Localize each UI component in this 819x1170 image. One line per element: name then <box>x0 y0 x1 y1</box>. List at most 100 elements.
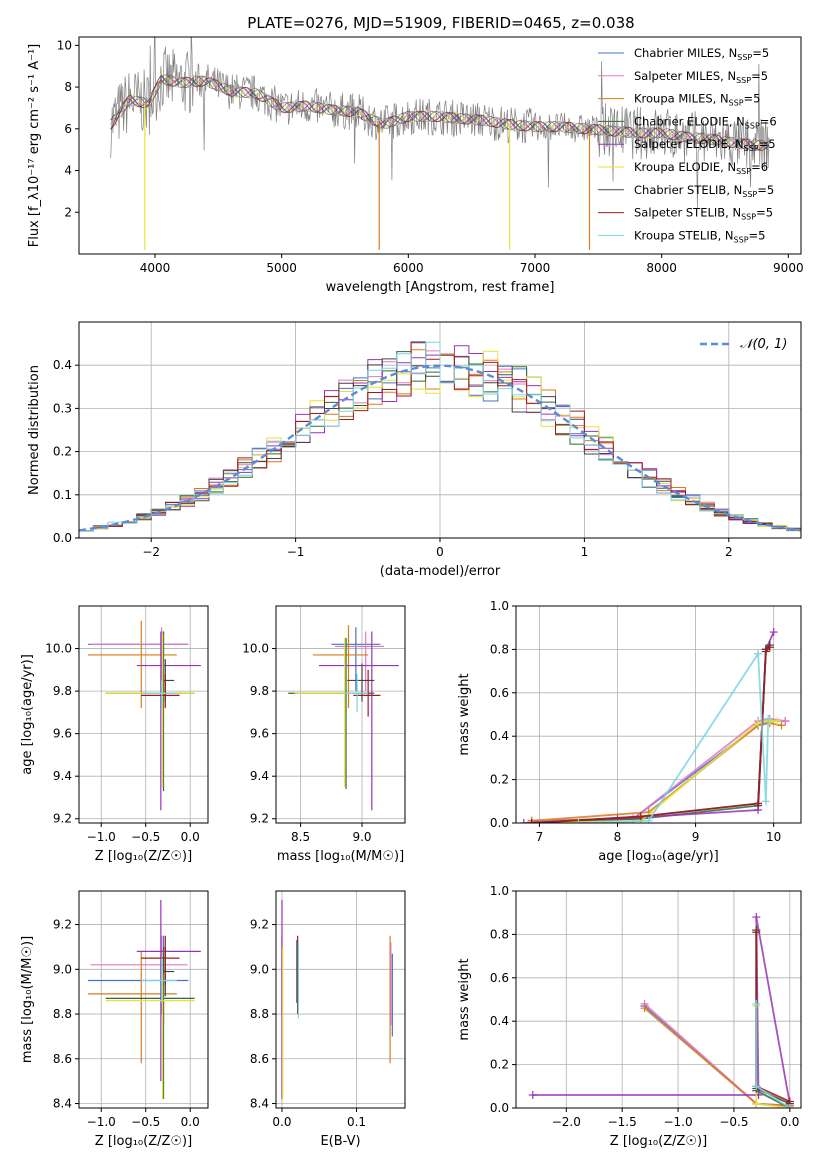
y-tick-label: 0.8 <box>490 927 509 941</box>
chart-massweight_vs_age: 7 8 9 10 0.0 0.2 0.4 0.6 0.8 1.0 age [log₁₀(age/yr… <box>457 599 802 864</box>
y-axis-label: Normed distribution <box>27 365 42 495</box>
y-tick-label: 8.8 <box>53 1007 72 1021</box>
x-tick-label: 0.0 <box>780 1115 799 1129</box>
y-tick-label: 0.8 <box>490 642 509 656</box>
plot-area <box>87 620 201 811</box>
x-tick-label: 9 <box>692 830 700 844</box>
x-axis-label: age [log₁₀(age/yr)] <box>598 849 719 864</box>
y-tick-label: 0.4 <box>53 358 72 372</box>
x-tick-label: −1.0 <box>87 830 116 844</box>
weight-marker <box>765 643 774 652</box>
model-line <box>110 74 770 151</box>
x-tick-label: 1 <box>581 545 589 559</box>
weight-marker <box>754 799 763 808</box>
x-axis-label: Z [log₁₀(Z/Z☉)] <box>95 849 192 864</box>
chart-residuals: −2 −1 0 1 2 0.0 0.1 0.2 0.3 0.4 (data-model)/error… <box>27 321 802 579</box>
y-tick-label: 8 <box>64 80 72 94</box>
axes-frame <box>275 890 406 1109</box>
axes-frame <box>515 890 802 1109</box>
y-tick-label: 9.0 <box>250 962 269 976</box>
y-axis-label: age [log₁₀(age/yr)] <box>20 654 35 775</box>
plot-area <box>87 899 201 1100</box>
y-tick-label: 9.8 <box>250 684 269 698</box>
model-line <box>110 74 770 152</box>
y-tick-label: 8.4 <box>53 1097 72 1111</box>
x-tick-label: 9.0 <box>352 830 371 844</box>
weight-line <box>523 631 775 823</box>
y-tick-label: 0.1 <box>53 488 72 502</box>
y-tick-label: 9.4 <box>53 769 72 783</box>
axes-frame <box>78 36 802 255</box>
model-line <box>110 75 770 151</box>
x-tick-label: 2 <box>725 545 733 559</box>
x-tick-label: 7000 <box>520 261 551 275</box>
weight-marker <box>752 999 761 1008</box>
x-tick-label: 0.0 <box>272 1115 291 1129</box>
y-tick-label: 4 <box>64 164 72 178</box>
weight-marker <box>752 1082 761 1091</box>
y-tick-label: 9.2 <box>250 812 269 826</box>
weight-marker <box>761 797 770 806</box>
x-tick-label: 9000 <box>773 261 804 275</box>
y-tick-label: 9.6 <box>250 727 269 741</box>
weight-marker <box>574 819 583 823</box>
legend-entry: Kroupa MILES, NSSP=5 <box>634 92 760 108</box>
legend-entry: Chabrier STELIB, NSSP=5 <box>634 183 774 199</box>
legend-entry: Kroupa STELIB, NSSP=5 <box>634 228 765 244</box>
x-tick-label: 6000 <box>393 261 424 275</box>
x-tick-label: 5000 <box>266 261 297 275</box>
axes-frame <box>78 890 209 1109</box>
weight-marker <box>528 1090 537 1099</box>
y-axis-label: mass [log₁₀(M/M☉)] <box>20 936 35 1063</box>
y-tick-label: 0.2 <box>490 773 509 787</box>
x-axis-label: mass [log₁₀(M/M☉)] <box>277 849 404 864</box>
plot-area <box>288 625 399 811</box>
x-tick-label: 0 <box>436 545 444 559</box>
x-tick-label: 0.0 <box>181 830 200 844</box>
x-tick-label: −1 <box>287 545 305 559</box>
y-tick-label: 0.2 <box>53 445 72 459</box>
normal-curve <box>79 364 801 532</box>
model-line <box>110 77 770 151</box>
x-axis-label: wavelength [Angstrom, rest frame] <box>326 280 555 295</box>
axes-frame <box>275 605 406 824</box>
weight-marker <box>640 1004 649 1013</box>
legend-entry: Salpeter ELODIE, NSSP=5 <box>634 137 776 153</box>
y-axis-label: mass weight <box>457 958 472 1040</box>
y-tick-label: 1.0 <box>490 599 509 613</box>
x-tick-label: −1.5 <box>608 1115 637 1129</box>
x-tick-label: −0.5 <box>131 830 160 844</box>
plot-area <box>110 37 770 250</box>
legend-entry: Chabrier ELODIE, NSSP=6 <box>634 114 777 130</box>
weight-line <box>531 644 771 823</box>
y-tick-label: 9.0 <box>53 962 72 976</box>
y-tick-label: 9.4 <box>250 769 269 783</box>
y-tick-label: 1.0 <box>490 884 509 898</box>
y-tick-label: 10 <box>57 38 72 52</box>
x-tick-label: −2.0 <box>552 1115 581 1129</box>
y-tick-label: 0.4 <box>490 729 509 743</box>
y-tick-label: 8.6 <box>250 1052 269 1066</box>
y-axis-label: Flux [f_λ10⁻¹⁷ erg cm⁻² s⁻¹ A⁻¹] <box>27 44 42 248</box>
weight-marker <box>769 628 778 637</box>
weight-marker <box>754 649 763 658</box>
y-tick-label: 2 <box>64 205 72 219</box>
x-tick-label: 8000 <box>646 261 677 275</box>
y-tick-label: 8.8 <box>250 1007 269 1021</box>
chart-age_vs_Z: −1.0 −0.5 0.0 9.2 9.4 9.6 9.8 10.0 Z [log₁₀(Z/Z☉… <box>20 605 209 864</box>
weight-marker <box>764 714 773 723</box>
y-tick-label: 9.2 <box>250 918 269 932</box>
y-tick-label: 9.2 <box>53 918 72 932</box>
x-tick-label: −2 <box>142 545 160 559</box>
weight-marker <box>636 812 645 821</box>
y-tick-label: 6 <box>64 122 72 136</box>
y-tick-label: 0.0 <box>490 1101 509 1115</box>
y-tick-label: 0.0 <box>53 531 72 545</box>
weight-marker <box>752 913 761 922</box>
weight-line <box>531 722 782 822</box>
y-axis-label: mass weight <box>457 673 472 755</box>
x-tick-label: 8 <box>614 830 622 844</box>
x-tick-label: 4000 <box>140 261 171 275</box>
y-tick-label: 9.8 <box>53 684 72 698</box>
y-tick-label: 8.4 <box>250 1097 269 1111</box>
